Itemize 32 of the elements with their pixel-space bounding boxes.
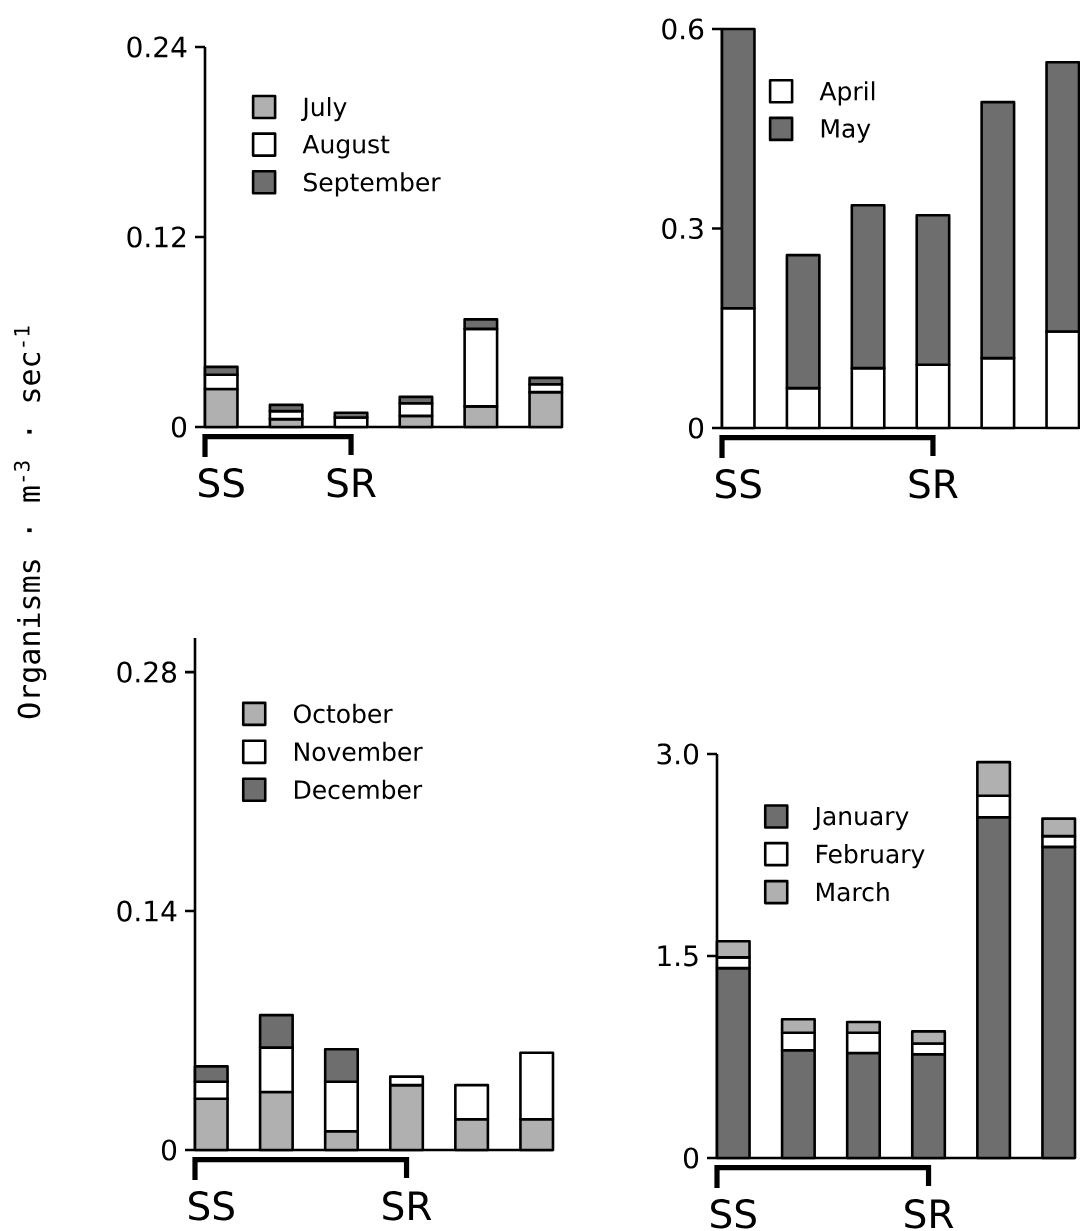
legend-label: December: [294, 779, 423, 800]
legend-label: March: [816, 882, 889, 902]
x-tick-label: SS: [199, 468, 244, 498]
x-tick-label: SR: [905, 1199, 954, 1229]
legend-label: January: [813, 806, 909, 831]
y-tick-label: 0: [688, 417, 704, 439]
y-tick-label: 0.6: [662, 18, 704, 40]
y-tick-label: 0: [683, 1147, 699, 1169]
y-tick-label: 1.5: [658, 945, 698, 967]
x-tick-label: SR: [909, 469, 958, 499]
legend-label: September: [304, 172, 441, 197]
legend-label: August: [302, 134, 390, 159]
y-tick-label: 0: [171, 416, 187, 438]
legend-label: April: [819, 81, 875, 106]
x-tick-label: SR: [327, 468, 376, 498]
y-tick-label: 0.24: [127, 36, 187, 58]
legend-label: November: [294, 741, 423, 762]
y-tick-label: 3.0: [657, 743, 699, 765]
legend-label: October: [293, 703, 393, 724]
y-tick-label: 0.14: [117, 900, 177, 922]
y-tick-label: 0.28: [117, 661, 177, 683]
y-tick-label: 0.12: [127, 226, 186, 248]
legend-label: February: [816, 844, 925, 869]
text: Organisms · m$^{-3}$ · sec$^{-1}$: [13, 326, 47, 719]
legend-label: May: [821, 119, 871, 143]
legend-label: July: [301, 96, 347, 122]
x-tick-label: SR: [383, 1191, 432, 1221]
y-tick-label: 0: [161, 1139, 177, 1161]
x-tick-label: SS: [711, 1199, 756, 1229]
x-tick-label: SS: [189, 1191, 234, 1221]
x-tick-label: SS: [716, 469, 761, 499]
y-tick-label: 0.3: [662, 217, 703, 240]
